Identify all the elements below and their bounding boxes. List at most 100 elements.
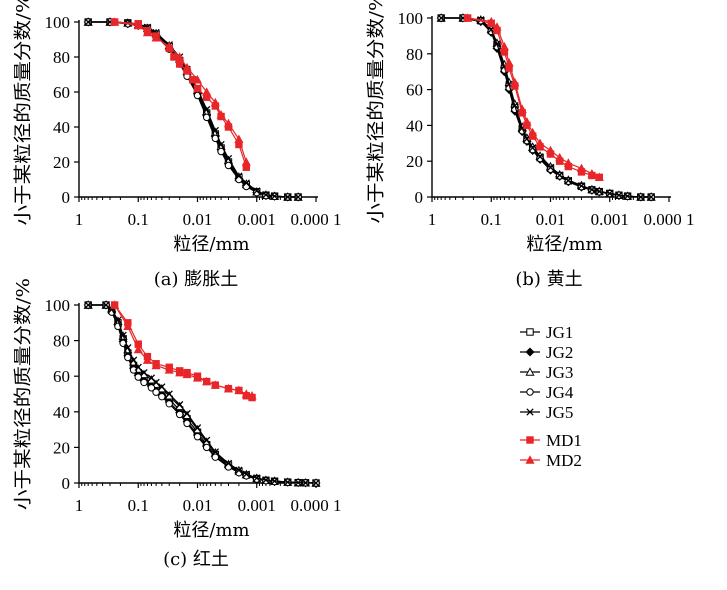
data-point-md2: [594, 172, 604, 182]
series-line-jg2: [88, 21, 299, 198]
data-point-md2: [133, 20, 143, 30]
series-line-jg5: [88, 21, 299, 198]
data-point-jg5: [193, 424, 202, 432]
data-point-jg5: [134, 363, 142, 371]
data-point-jg5: [102, 301, 110, 309]
x-tick-label: 0.001: [591, 210, 629, 229]
series-line-md1: [114, 21, 247, 168]
y-tick-label: 0: [62, 188, 71, 207]
data-point-md2: [587, 168, 597, 178]
data-point-md2: [241, 157, 251, 166]
data-point-jg5: [183, 409, 191, 418]
data-point-md2: [576, 163, 587, 173]
series-line-jg3: [88, 21, 299, 198]
data-point-md2: [210, 380, 220, 389]
series-md2: [463, 13, 604, 182]
x-tick-label: 0.01: [183, 210, 213, 229]
data-point-md2: [545, 145, 556, 155]
data-point-jg5: [301, 479, 310, 487]
data-point-jg4: [546, 165, 555, 173]
data-point-jg5: [647, 193, 655, 201]
data-point-md2: [151, 32, 161, 42]
data-point-md2: [110, 300, 120, 309]
panel-caption: (a) 膨胀土: [154, 269, 239, 290]
data-point-jg4: [224, 161, 233, 170]
panel-a: 0 20 40 60 80 100 1 0.1 0.01 0.001 0.000 1 粒径/mm 小于某…: [13, 0, 342, 290]
series-line-md2: [114, 21, 247, 163]
data-point-jg4: [175, 410, 184, 419]
series-jg1: [84, 301, 320, 487]
y-tick-label: 0: [415, 188, 424, 207]
series-line-jg1: [88, 21, 299, 198]
data-point-jg5: [615, 191, 623, 199]
axis-lines: [78, 303, 318, 484]
panel-caption: (b) 黄土: [515, 269, 582, 290]
data-point-jg4: [536, 154, 544, 163]
data-point-md2: [133, 344, 143, 354]
data-point-jg5: [224, 459, 233, 468]
y-tick-label: 100: [45, 296, 71, 315]
data-point-jg5: [284, 193, 292, 201]
data-point-jg5: [114, 316, 122, 324]
x-tick-label: 0.1: [128, 496, 149, 515]
y-tick-label: 40: [406, 116, 423, 135]
legend-marker: [526, 328, 534, 336]
data-point-jg5: [294, 478, 302, 487]
data-point-jg5: [564, 176, 572, 185]
data-point-jg4: [147, 384, 156, 392]
y-tick-label: 80: [406, 45, 423, 64]
series-line-md1: [467, 17, 600, 178]
panel-c: 0 20 40 60 80 100 1 0.1 0.01 0.001 0.000 1 粒径/mm 小于某…: [13, 278, 342, 570]
legend-marker: [526, 408, 534, 416]
data-point-jg4: [158, 392, 166, 401]
data-point-jg5: [262, 191, 270, 199]
data-point-jg5: [176, 401, 184, 409]
data-point-jg5: [152, 378, 160, 387]
data-point-jg5: [203, 105, 211, 114]
data-point-jg5: [546, 163, 555, 172]
legend-label: JG1: [546, 323, 573, 342]
data-point-md2: [175, 52, 185, 61]
data-point-jg5: [129, 356, 138, 364]
data-point-md2: [234, 134, 244, 143]
data-point-md2: [522, 117, 532, 126]
data-point-md2: [123, 321, 133, 331]
data-point-jg5: [235, 172, 243, 180]
y-tick-label: 40: [53, 118, 70, 137]
legend-marker: [525, 367, 535, 376]
legend-label: MD2: [546, 451, 582, 470]
data-point-md2: [486, 16, 496, 26]
data-point-md2: [499, 41, 509, 51]
data-point-jg5: [84, 301, 92, 309]
data-point-jg4: [152, 388, 160, 396]
data-point-md2: [463, 13, 473, 22]
data-point-md2: [210, 97, 220, 107]
legend-marker: [526, 388, 534, 396]
data-point-jg5: [242, 179, 250, 187]
data-point-jg4: [202, 443, 211, 452]
data-point-md2: [202, 87, 212, 96]
legend-label: JG5: [546, 403, 573, 422]
x-tick-label: 0.000 1: [291, 496, 342, 515]
x-axis-label: 粒径/mm: [526, 234, 602, 255]
data-point-jg5: [203, 436, 211, 444]
series-line-md2: [467, 17, 600, 178]
y-axis-label: 小于某粒径的质量分数/%: [13, 278, 34, 510]
legend-item-jg2: JG2: [520, 343, 573, 362]
data-point-md2: [535, 138, 545, 147]
data-point-md2: [517, 104, 527, 113]
data-point-jg5: [165, 390, 173, 398]
data-point-md2: [175, 367, 185, 377]
legend-marker: [526, 436, 534, 444]
x-tick-label: 0.000 1: [291, 210, 342, 229]
legend-item-jg5: JG5: [520, 403, 573, 422]
data-point-md2: [223, 118, 234, 128]
data-point-md2: [555, 152, 565, 162]
series-jg4: [437, 14, 655, 201]
x-tick-label: 1: [75, 496, 84, 515]
data-point-jg5: [493, 40, 501, 48]
y-tick-label: 80: [53, 48, 70, 67]
x-tick-label: 0.001: [238, 496, 276, 515]
y-tick-label: 60: [53, 83, 70, 102]
series-jg3: [83, 17, 303, 201]
